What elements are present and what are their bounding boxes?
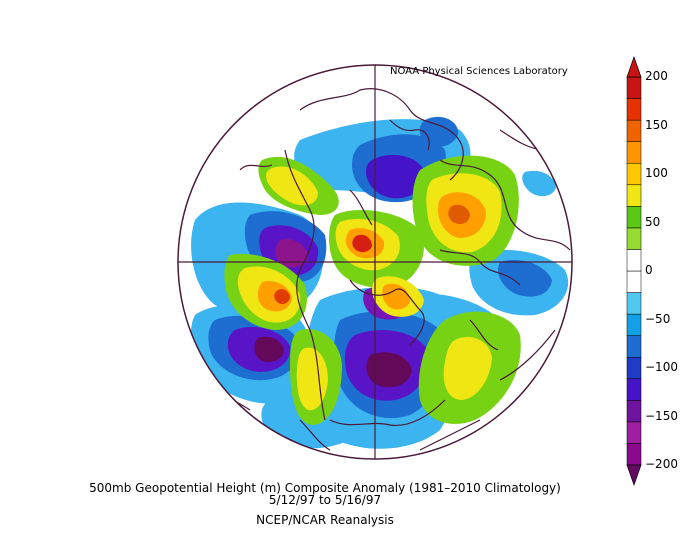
colorbar-tick-label: −150 [645,408,678,423]
graticule [178,65,572,459]
colorbar-swatch [626,206,642,229]
anomaly-yellow-region [266,166,318,206]
colorbar-swatch [626,227,642,250]
caption-source: NCEP/NCAR Reanalysis [256,513,394,527]
colorbar [626,55,642,487]
colorbar-tick-label: 150 [645,117,668,132]
colorbar-swatch [626,400,642,423]
anomaly-violet-region [366,154,426,199]
colorbar-tick-label: 0 [645,263,653,277]
anomaly-red-region [448,204,470,224]
colorbar-swatch [626,141,642,164]
colorbar-swatch [626,119,642,142]
colorbar-swatch [626,249,642,272]
colorbar-swatch [626,378,642,401]
colorbar-under-arrow [626,464,642,487]
anomaly-blue-region [497,260,552,297]
colorbar-swatch [626,335,642,358]
colorbar-swatch [626,98,642,121]
anomaly-yellow-region [296,347,328,411]
colorbar-swatch [626,421,642,444]
colorbar-swatch [626,313,642,336]
colorbar-swatch [626,270,642,293]
lab-label: NOAA Physical Sciences Laboratory [390,66,568,77]
anomaly-yellow-region [443,336,492,400]
colorbar-tick-label: −200 [645,457,678,471]
anomaly-red-region [274,289,290,305]
anomaly-deep-negative-region [254,336,284,362]
map-boundary [177,64,573,460]
colorbar-swatch [626,356,642,380]
colorbar-tick-label: −100 [645,360,678,374]
colorbar-swatch [626,162,642,186]
colorbar-swatch [626,76,642,99]
anomaly-deep-negative-region [366,352,412,388]
colorbar-tick-label: −50 [645,311,671,326]
colorbar-swatch [626,292,642,315]
anomaly-red-region [352,234,372,253]
colorbar-swatch [626,184,642,207]
anomaly-field [190,116,569,449]
colorbar-tick-label: 100 [645,166,668,180]
colorbar-over-arrow [626,55,642,78]
colorbar-tick-label: 50 [645,214,661,229]
anomaly-light-blue-region [522,170,556,197]
colorbar-tick-label: 200 [645,69,668,83]
caption-dates: 5/12/97 to 5/16/97 [268,493,382,507]
anomaly-deep-negative-region [275,238,308,268]
colorbar-swatch [626,443,642,466]
caption-title: 500mb Geopotential Height (m) Composite … [89,481,561,495]
